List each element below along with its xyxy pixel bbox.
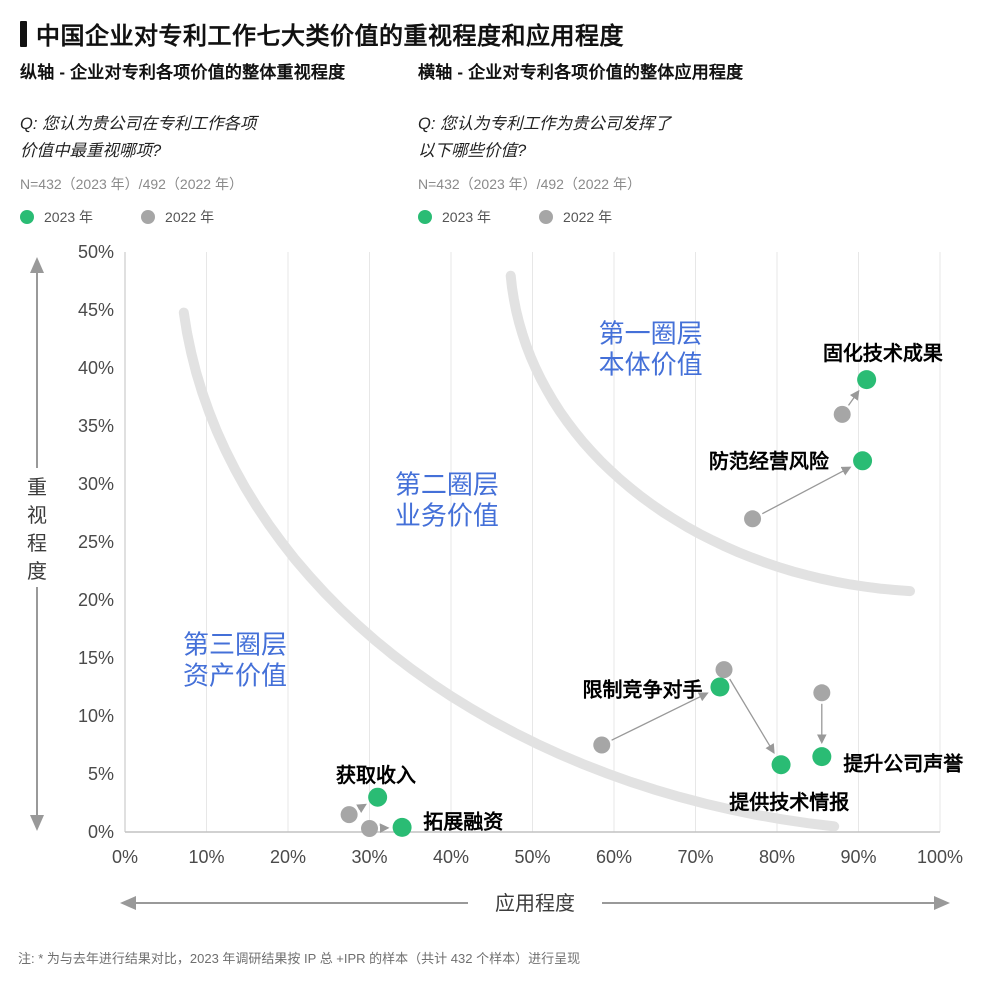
y-tick-label: 10% <box>78 706 114 726</box>
y-tick-label: 50% <box>78 242 114 262</box>
point-label: 获取收入 <box>336 763 416 787</box>
y-axis-arrow-down-icon <box>30 815 44 831</box>
y-axis-title: 重 <box>27 476 47 499</box>
trend-arrow <box>611 692 709 741</box>
legend-2023-dot <box>418 210 432 224</box>
point-label: 拓展融资 <box>423 810 503 834</box>
x-axis-title: 应用程度 <box>495 892 575 915</box>
trend-arrow <box>761 466 852 515</box>
x-tick-label: 30% <box>351 847 387 867</box>
page-title: 中国企业对专利工作七大类价值的重视程度和应用程度 <box>36 23 624 50</box>
data-point-2022 <box>833 405 851 423</box>
point-label: 固化技术成果 <box>823 341 943 365</box>
left-legend: 2023 年 2022 年 <box>20 207 410 227</box>
x-tick-label: 80% <box>759 847 795 867</box>
y-axis-description-panel: 纵轴 - 企业对专利各项价值的整体重视程度 Q: 您认为贵公司在专利工作各项 价… <box>20 58 410 227</box>
x-tick-label: 60% <box>596 847 632 867</box>
left-sample-size: N=432（2023 年）/492（2022 年） <box>20 176 243 192</box>
left-question-line2: 价值中最重视哪项? <box>20 142 162 160</box>
legend-2022-label: 2022 年 <box>165 209 215 225</box>
zone-label: 第二圈层业务价值 <box>395 469 499 530</box>
x-tick-label: 0% <box>112 847 138 867</box>
x-axis-arrow-left-icon <box>120 896 136 910</box>
x-tick-label: 40% <box>433 847 469 867</box>
y-tick-label: 35% <box>78 416 114 436</box>
y-tick-label: 0% <box>88 822 114 842</box>
y-axis-title: 视 <box>27 504 47 527</box>
data-point-2022 <box>361 820 378 838</box>
legend-2022-dot <box>141 210 156 224</box>
data-point-2023 <box>812 747 832 767</box>
data-point-2023 <box>392 817 412 837</box>
right-legend: 2023 年 2022 年 <box>418 207 808 227</box>
point-label: 防范经营风险 <box>709 449 830 473</box>
zone-label: 第三圈层资产价值 <box>183 629 287 690</box>
x-tick-label: 20% <box>270 847 306 867</box>
x-tick-label: 100% <box>917 847 963 867</box>
y-tick-label: 30% <box>78 474 114 494</box>
data-point-2022 <box>813 684 831 702</box>
left-question-line1: Q: 您认为贵公司在专利工作各项 <box>20 115 257 133</box>
data-point-2023 <box>857 370 877 390</box>
page-header: 中国企业对专利工作七大类价值的重视程度和应用程度 <box>20 16 624 51</box>
data-point-2023 <box>771 755 791 775</box>
y-tick-label: 5% <box>88 764 114 784</box>
y-tick-label: 40% <box>78 358 114 378</box>
x-axis-arrow-right-icon <box>934 896 950 910</box>
y-axis-title: 程 <box>27 532 47 555</box>
scatter-chart: 0% 10% 20% 30% 40% 50% 60% 70% 80% 90% 100% 0% 5% 10%… <box>27 242 964 915</box>
right-question-line1: Q: 您认为专利工作为贵公司发挥了 <box>418 115 672 133</box>
zone-arc <box>178 307 840 832</box>
x-tick-label: 50% <box>514 847 550 867</box>
y-tick-label: 15% <box>78 648 114 668</box>
y-tick-label: 20% <box>78 590 114 610</box>
data-point-2022 <box>715 661 733 679</box>
footnote: 注: * 为与去年进行结果对比，2023 年调研结果按 IP 总 +IPR 的样… <box>18 951 581 966</box>
legend-2023-label: 2023 年 <box>44 209 94 225</box>
title-accent-bar <box>20 20 27 47</box>
x-tick-label: 90% <box>840 847 876 867</box>
y-tick-label: 25% <box>78 532 114 552</box>
right-subtitle: 横轴 - 企业对专利各项价值的整体应用程度 <box>418 63 744 82</box>
y-tick-label: 45% <box>78 300 114 320</box>
point-label: 提供技术情报 <box>729 790 849 814</box>
x-tick-label: 10% <box>188 847 224 867</box>
y-axis-title: 度 <box>27 560 47 583</box>
left-subtitle: 纵轴 - 企业对专利各项价值的整体重视程度 <box>20 63 346 82</box>
legend-2022-dot <box>539 210 554 224</box>
point-label: 限制竞争对手 <box>583 677 703 701</box>
data-point-2023 <box>368 787 388 807</box>
data-point-2023 <box>710 677 730 697</box>
trend-arrow <box>356 803 367 813</box>
legend-2022-label: 2022 年 <box>563 209 613 225</box>
data-point-2023 <box>853 451 873 471</box>
data-point-2022 <box>340 806 358 824</box>
zone-label: 第一圈层本体价值 <box>599 318 703 379</box>
x-axis-description-panel: 横轴 - 企业对专利各项价值的整体应用程度 Q: 您认为专利工作为贵公司发挥了 … <box>418 58 808 227</box>
x-tick-label: 70% <box>677 847 713 867</box>
point-label: 提升公司声誉 <box>843 752 964 776</box>
trend-arrow <box>847 389 860 406</box>
y-axis-arrow-up-icon <box>30 257 44 273</box>
data-point-2022 <box>744 510 762 528</box>
right-sample-size: N=432（2023 年）/492（2022 年） <box>418 176 641 192</box>
data-point-2022 <box>593 736 611 754</box>
legend-2023-dot <box>20 210 34 224</box>
right-question-line2: 以下哪些价值? <box>418 142 527 160</box>
zone-arc <box>505 270 915 597</box>
trend-arrow <box>729 678 775 754</box>
legend-2023-label: 2023 年 <box>442 209 492 225</box>
